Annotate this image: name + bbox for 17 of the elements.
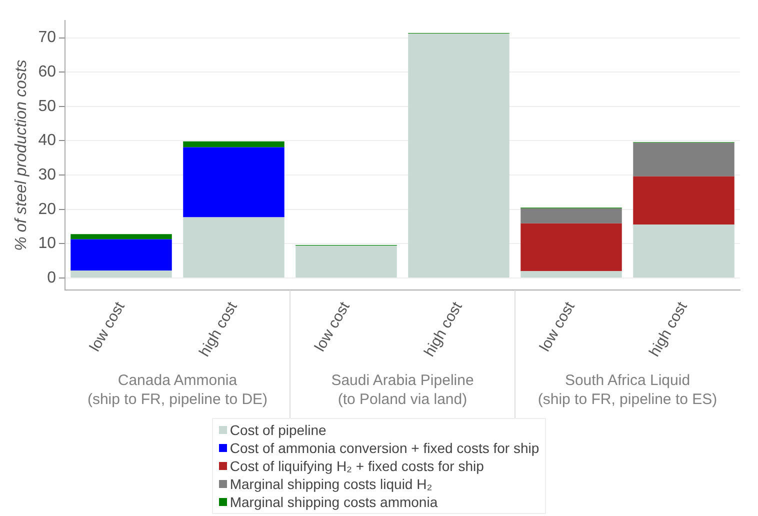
y-tick-label: 50 [38, 98, 56, 115]
y-tick-label: 30 [38, 166, 56, 184]
y-tick-label: 20 [38, 200, 56, 218]
text: South Africa Liquid (ship to FR, pipeline to ES) [538, 372, 718, 408]
legend-label: Marginal shipping costs ammonia [230, 493, 438, 511]
text: Saudi Arabia Pipeline (to Poland via land) [331, 372, 474, 408]
legend-label: Cost of ammonia conversion + fixed costs for ship [230, 439, 540, 457]
y-tick-label: 60 [38, 63, 56, 80]
y-axis-title: % of steel production costs [13, 60, 30, 251]
legend-label: Cost of liquifying H₂ + fixed costs for ship [230, 457, 484, 475]
text: Canada Ammonia (ship to FR, pipeline to DE) [87, 372, 268, 408]
y-tick-label: 70 [38, 29, 56, 46]
y-tick-label: 10 [38, 235, 56, 252]
y-tick-label: 40 [38, 132, 56, 150]
legend-label: Marginal shipping costs liquid H₂ [230, 475, 432, 493]
y-tick-label: 0 [47, 269, 56, 286]
legend-label: Cost of pipeline [230, 421, 326, 439]
